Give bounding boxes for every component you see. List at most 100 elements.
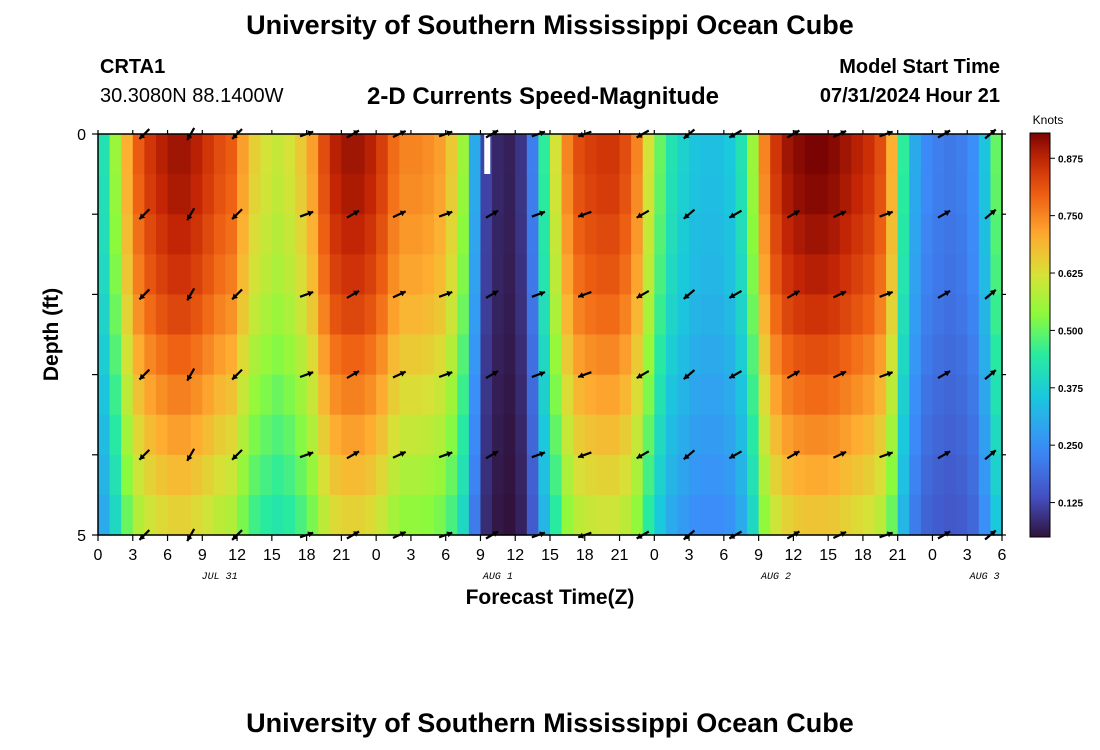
heatmap-cell	[352, 374, 366, 416]
heatmap-cell	[376, 294, 389, 336]
heatmap-cell	[144, 414, 157, 456]
heatmap-cell	[619, 254, 632, 295]
heatmap-cell	[631, 494, 644, 536]
heatmap-cell	[132, 334, 145, 376]
heatmap-cell	[642, 454, 655, 496]
heatmap-cell	[874, 334, 887, 376]
heatmap-cell	[642, 294, 655, 336]
heatmap-cell	[109, 174, 122, 215]
heatmap-cell	[155, 494, 169, 536]
heatmap-cell	[781, 134, 794, 175]
x-tick-label: 15	[819, 547, 837, 564]
heatmap-cell	[318, 134, 331, 175]
heatmap-cell	[306, 174, 319, 215]
current-arrow	[937, 289, 951, 299]
heatmap-cell	[364, 254, 377, 295]
heatmap-cell	[619, 454, 632, 496]
heatmap-cell	[410, 454, 424, 496]
heatmap-cell	[526, 134, 540, 175]
current-arrow	[485, 289, 499, 299]
heatmap-cell	[422, 494, 435, 536]
heatmap-cell	[631, 414, 644, 456]
heatmap-cell	[747, 214, 760, 255]
heatmap-cell	[480, 174, 493, 215]
heatmap-cell	[862, 294, 876, 336]
heatmap-cell	[839, 214, 852, 255]
x-tick-label: 3	[685, 547, 694, 564]
heatmap-cell	[770, 134, 783, 175]
heatmap-cell	[109, 494, 122, 536]
heatmap-cell	[248, 414, 261, 456]
heatmap-cell	[468, 134, 482, 175]
heatmap-cell	[990, 334, 1003, 376]
heatmap-cell	[723, 214, 737, 255]
heatmap-cell	[689, 374, 702, 416]
page-title: University of Southern Mississippi Ocean…	[246, 10, 854, 40]
heatmap-cell	[155, 294, 169, 336]
current-arrow	[937, 370, 951, 380]
heatmap-cell	[387, 254, 400, 295]
heatmap-cell	[190, 494, 203, 536]
heatmap-cell	[886, 454, 899, 496]
heatmap-cell	[550, 134, 563, 175]
heatmap-cell	[410, 494, 424, 536]
heatmap-cell	[492, 334, 505, 376]
heatmap-cell	[874, 454, 887, 496]
heatmap-cell	[793, 414, 806, 456]
heatmap-cell	[260, 134, 273, 175]
heatmap-cell	[237, 174, 250, 215]
heatmap-cell	[376, 134, 389, 175]
current-arrow	[299, 451, 314, 459]
heatmap-cell	[909, 254, 922, 295]
current-arrow	[937, 129, 951, 139]
heatmap-cell	[306, 134, 319, 175]
current-arrow	[186, 207, 196, 221]
current-arrow	[186, 367, 196, 382]
heatmap-cell	[457, 454, 470, 496]
heatmap-cell	[503, 454, 516, 496]
current-arrow	[392, 370, 407, 379]
heatmap-cell	[607, 294, 621, 336]
heatmap-cell	[561, 374, 574, 416]
heatmap-cell	[573, 254, 586, 295]
heatmap-cell	[897, 414, 910, 456]
heatmap-cell	[758, 254, 771, 295]
heatmap-cell	[445, 174, 458, 215]
heatmap-cell	[526, 374, 540, 416]
chart-title: 2-D Currents Speed-Magnitude	[367, 83, 720, 110]
heatmap-cell	[538, 174, 551, 215]
heatmap-cell	[155, 414, 169, 456]
heatmap-cell	[445, 374, 458, 416]
heatmap-cell	[144, 374, 157, 416]
heatmap-cell	[434, 174, 447, 215]
heatmap-cell	[920, 134, 934, 175]
date-label: JUL 31	[202, 572, 238, 583]
x-tick-label: 15	[541, 547, 559, 564]
x-tick-label: 6	[719, 547, 728, 564]
heatmap-cell	[839, 294, 852, 336]
heatmap-cell	[758, 134, 771, 175]
current-vectors	[138, 127, 997, 542]
current-arrow	[786, 370, 800, 380]
heatmap-cell	[897, 214, 910, 255]
heatmap-cell	[376, 334, 389, 376]
current-arrow	[231, 208, 243, 220]
x-tick-label: 6	[998, 547, 1007, 564]
heatmap-cell	[712, 414, 725, 456]
heatmap-cell	[584, 454, 597, 496]
current-arrow	[485, 450, 499, 460]
heatmap-cell	[862, 134, 876, 175]
heatmap-cell	[341, 174, 354, 215]
heatmap-cell	[144, 174, 157, 215]
heatmap-cell	[689, 134, 702, 175]
heatmap-cell	[828, 414, 841, 456]
heatmap-cell	[109, 254, 122, 295]
heatmap-cell	[573, 374, 586, 416]
heatmap-cell	[306, 414, 319, 456]
heatmap-cell	[318, 294, 331, 336]
heatmap-cell	[480, 414, 493, 456]
heatmap-cell	[770, 294, 783, 336]
heatmap-cell	[179, 414, 192, 456]
heatmap-cell	[828, 214, 841, 255]
colorbar-tick-label: 0.625	[1058, 269, 1083, 280]
